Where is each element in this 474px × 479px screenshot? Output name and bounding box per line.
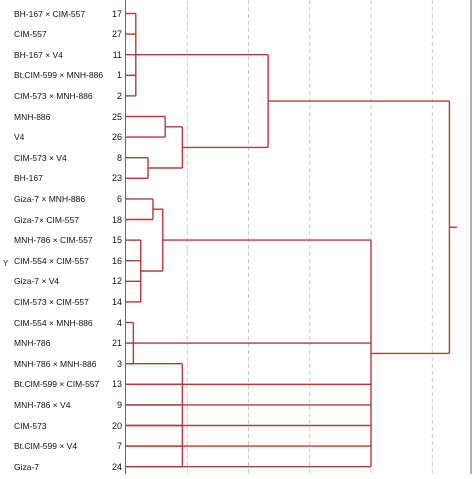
- leaf-id: 18: [111, 214, 122, 225]
- leaf-label: CIM-573 × V4: [14, 152, 67, 163]
- leaf-id: 6: [116, 193, 122, 204]
- leaf-id: 23: [111, 173, 122, 184]
- leaf-label: BH-167 × V4: [14, 49, 63, 60]
- leaf-id: 24: [111, 461, 122, 472]
- leaf-id: 15: [111, 235, 122, 246]
- leaf-id: 9: [116, 399, 122, 410]
- leaf-id: 2: [116, 90, 122, 101]
- leaf-id: 20: [111, 420, 122, 431]
- leaf-id: 25: [111, 111, 122, 122]
- leaf-label: Giza-7: [14, 461, 40, 472]
- leaf-id: 27: [111, 29, 122, 40]
- leaf-label: BH-167 × CIM-557: [14, 8, 86, 19]
- leaf-label: CIM-573 × MNH-886: [14, 90, 93, 101]
- leaf-id: 14: [111, 296, 122, 307]
- leaf-id: 4: [116, 317, 122, 328]
- leaf-label: Giza-7 × MNH-886: [14, 193, 86, 204]
- leaf-label: CIM-554 × MNH-886: [14, 317, 93, 328]
- leaf-id: 16: [111, 255, 122, 266]
- leaf-label: MNH-886: [14, 111, 51, 122]
- leaf-label: V4: [14, 132, 25, 143]
- leaf-id: 26: [111, 132, 122, 143]
- leaf-label: Bt.CIM-599 × V4: [14, 441, 78, 452]
- leaf-label: MNH-786: [14, 338, 51, 349]
- leaf-label: MNH-786 × V4: [14, 399, 71, 410]
- leaf-id: 3: [116, 358, 122, 369]
- leaf-label: MNH-786 × MNH-886: [14, 358, 97, 369]
- y-axis-marker: Y: [3, 259, 9, 268]
- leaf-id: 12: [111, 276, 122, 287]
- leaf-label: Giza-7 × V4: [14, 276, 60, 287]
- leaf-label: CIM-554 × CIM-557: [14, 255, 89, 266]
- leaf-label: BH-167: [14, 173, 43, 184]
- leaf-label: CIM-573 × CIM-557: [14, 296, 89, 307]
- leaf-label: MNH-786 × CIM-557: [14, 235, 93, 246]
- leaf-id: 17: [111, 8, 122, 19]
- leaf-id: 13: [111, 379, 122, 390]
- leaf-id: 1: [116, 70, 122, 81]
- leaf-id: 8: [116, 152, 122, 163]
- leaf-label: CIM-573: [14, 420, 47, 431]
- leaf-id: 21: [111, 338, 122, 349]
- leaf-label: Giza-7× CIM-557: [14, 214, 79, 225]
- leaf-id: 7: [116, 441, 122, 452]
- leaf-id: 11: [112, 49, 122, 60]
- leaf-label: Bt.CIM-599 × CIM-557: [14, 379, 100, 390]
- leaf-label: Bt.CIM-599 × MNH-886: [14, 70, 104, 81]
- leaf-label: CIM-557: [14, 29, 47, 40]
